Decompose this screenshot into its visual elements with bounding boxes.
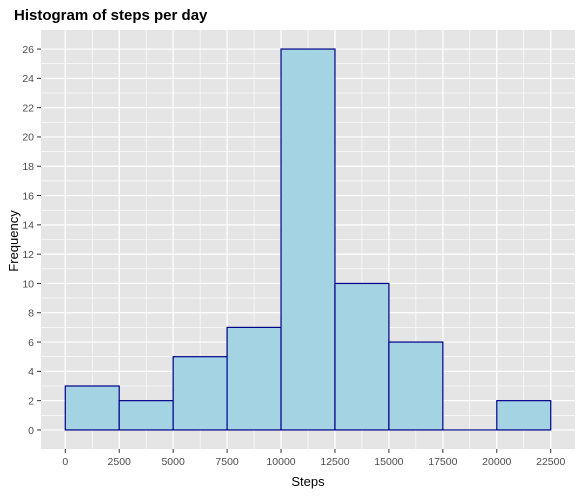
x-tick-label: 0 xyxy=(62,456,68,468)
x-tick-label: 5000 xyxy=(161,456,185,468)
histogram-bar xyxy=(334,282,390,431)
x-tick-label: 7500 xyxy=(215,456,239,468)
y-tick-label: 16 xyxy=(22,190,34,202)
x-tick-label: 12500 xyxy=(320,456,349,468)
y-tick-label: 8 xyxy=(28,308,34,320)
histogram-bar xyxy=(64,385,120,431)
y-tick-label: 0 xyxy=(28,425,34,437)
histogram-bar xyxy=(226,326,282,431)
y-tick-label: 20 xyxy=(22,132,34,144)
chart-title: Histogram of steps per day xyxy=(14,7,208,24)
y-axis-label: Frequency xyxy=(6,210,21,272)
histogram-bar xyxy=(388,341,444,431)
histogram-bar xyxy=(280,48,336,431)
histogram-bar xyxy=(496,400,552,431)
y-tick-label: 6 xyxy=(28,337,34,349)
y-tick-label: 2 xyxy=(28,395,34,407)
x-tick-label: 22500 xyxy=(536,456,565,468)
x-tick-label: 17500 xyxy=(428,456,457,468)
y-tick-label: 18 xyxy=(22,161,34,173)
histogram-bar xyxy=(118,400,174,431)
x-tick-label: 10000 xyxy=(266,456,295,468)
y-tick-label: 4 xyxy=(28,366,34,378)
x-tick-label: 15000 xyxy=(374,456,403,468)
x-axis-label: Steps xyxy=(291,474,325,489)
y-tick-label: 10 xyxy=(22,278,34,290)
histogram-bars xyxy=(64,48,552,431)
x-tick-label: 20000 xyxy=(482,456,511,468)
y-tick-label: 26 xyxy=(22,44,34,56)
y-tick-label: 24 xyxy=(22,73,34,85)
y-tick-label: 12 xyxy=(22,249,34,261)
y-tick-label: 14 xyxy=(22,220,34,232)
y-tick-label: 22 xyxy=(22,102,34,114)
histogram-bar xyxy=(172,356,228,431)
x-tick-label: 2500 xyxy=(108,456,132,468)
x-axis: 0 2500 5000 7500 10000 12500 15000 17500 20000 22… xyxy=(62,449,565,468)
